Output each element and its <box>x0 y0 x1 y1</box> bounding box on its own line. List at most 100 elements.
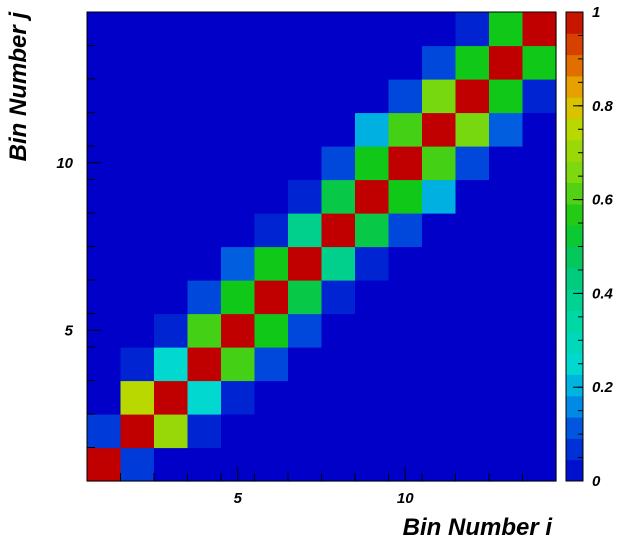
heatmap-cell <box>489 447 524 482</box>
heatmap-cell <box>221 45 256 80</box>
heatmap-cell <box>221 347 256 382</box>
heatmap-cell <box>388 146 423 181</box>
heatmap-cell <box>321 112 356 147</box>
heatmap-cell <box>388 280 423 315</box>
heatmap-cell <box>321 146 356 181</box>
heatmap-cell <box>522 79 557 114</box>
heatmap-cell <box>87 246 122 281</box>
x-tick-label: 5 <box>234 490 243 507</box>
heatmap-cell <box>254 146 289 181</box>
heatmap-cell <box>489 280 524 315</box>
heatmap-cell <box>321 12 356 47</box>
y-axis-ticks: 5 10 <box>56 11 101 482</box>
heatmap-cell <box>455 347 490 382</box>
heatmap-cell <box>288 347 323 382</box>
heatmap-cell <box>489 112 524 147</box>
heatmap-cell <box>288 213 323 248</box>
heatmap-cell <box>321 380 356 415</box>
heatmap-cell <box>455 45 490 80</box>
heatmap-cell <box>522 280 557 315</box>
heatmap-cell <box>422 112 457 147</box>
colorbar-band <box>566 12 583 34</box>
colorbar-band <box>566 75 583 98</box>
heatmap-cell <box>254 213 289 248</box>
heatmap-cell <box>187 45 222 80</box>
colorbar-tick-label: 1 <box>592 4 600 21</box>
heatmap-cell <box>154 280 189 315</box>
heatmap-cell <box>288 79 323 114</box>
heatmap-cell <box>120 146 155 181</box>
heatmap-cell <box>355 280 390 315</box>
heatmap-cell <box>154 213 189 248</box>
colorbar-band <box>566 97 583 120</box>
heatmap-cell <box>187 380 222 415</box>
colorbar-tick-label: 0.4 <box>592 285 614 302</box>
heatmap-cell <box>120 79 155 114</box>
heatmap-cell <box>355 414 390 449</box>
heatmap-cell <box>522 213 557 248</box>
heatmap-cell <box>187 146 222 181</box>
heatmap-cell <box>422 12 457 47</box>
heatmap-cell <box>422 313 457 348</box>
heatmap-cell <box>388 45 423 80</box>
heatmap-cell <box>321 414 356 449</box>
heatmap-cell <box>489 79 524 114</box>
heatmap-cell <box>154 313 189 348</box>
heatmap-cell <box>355 179 390 214</box>
x-tick-label: 10 <box>397 490 414 507</box>
colorbar-band <box>566 33 583 56</box>
heatmap-cell <box>154 12 189 47</box>
heatmap-cell <box>522 146 557 181</box>
heatmap-cell <box>288 414 323 449</box>
heatmap-cell <box>522 112 557 147</box>
heatmap-cell <box>154 414 189 449</box>
heatmap-cell <box>221 213 256 248</box>
heatmap-cell <box>254 45 289 80</box>
heatmap-cell <box>321 45 356 80</box>
heatmap-cell <box>522 179 557 214</box>
heatmap-cell <box>355 112 390 147</box>
heatmap-cell <box>288 246 323 281</box>
heatmap-cell <box>355 347 390 382</box>
heatmap-cell <box>288 380 323 415</box>
heatmap-cell <box>288 45 323 80</box>
heatmap-cell <box>254 12 289 47</box>
heatmap-cell <box>422 45 457 80</box>
heatmap-cell <box>455 213 490 248</box>
heatmap-cell <box>422 179 457 214</box>
heatmap-cell <box>254 79 289 114</box>
heatmap-cell <box>388 179 423 214</box>
heatmap-cell <box>154 146 189 181</box>
heatmap-cell <box>355 313 390 348</box>
heatmap-cell <box>422 347 457 382</box>
heatmap-cell <box>120 447 155 482</box>
colorbar-band <box>566 310 583 333</box>
heatmap-cell <box>522 447 557 482</box>
heatmap-cell <box>87 347 122 382</box>
heatmap-cell <box>288 146 323 181</box>
heatmap-cell <box>221 12 256 47</box>
heatmap-cell <box>87 213 122 248</box>
heatmap-cell <box>489 45 524 80</box>
heatmap-cell <box>489 179 524 214</box>
heatmap-cell <box>489 313 524 348</box>
heatmap-cell <box>254 380 289 415</box>
colorbar-band <box>566 267 583 290</box>
heatmap-cell <box>422 414 457 449</box>
heatmap-cell <box>154 79 189 114</box>
heatmap-cell <box>87 112 122 147</box>
heatmap-cell <box>355 447 390 482</box>
y-axis-title: Bin Number j <box>5 11 32 162</box>
heatmap-cell <box>455 12 490 47</box>
heatmap-cell <box>455 380 490 415</box>
heatmap-cell <box>489 246 524 281</box>
heatmap-cell <box>321 79 356 114</box>
colorbar-band <box>566 289 583 311</box>
heatmap-cell <box>87 380 122 415</box>
heatmap-cell <box>187 12 222 47</box>
heatmap-cell <box>87 414 122 449</box>
colorbar-band <box>566 374 583 397</box>
heatmap-cell <box>388 313 423 348</box>
heatmap-cell <box>187 213 222 248</box>
